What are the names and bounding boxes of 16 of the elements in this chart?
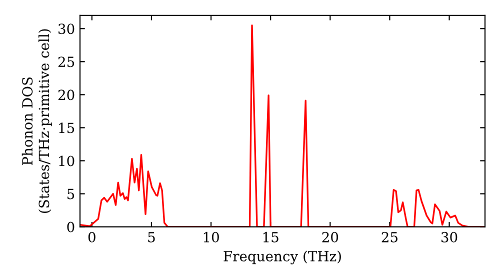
x-tick-label: 10 bbox=[204, 232, 219, 242]
x-axis-title: Frequency (THz) bbox=[224, 250, 341, 264]
y-tick-label: 30 bbox=[58, 24, 74, 34]
y-tick-label: 5 bbox=[67, 188, 74, 200]
y-tick-label: 25 bbox=[58, 56, 74, 68]
x-tick-label: 20 bbox=[322, 232, 338, 242]
x-tick-label: 15 bbox=[263, 232, 278, 242]
y-tick-label: 20 bbox=[58, 90, 74, 100]
x-tick-label: 0 bbox=[88, 232, 96, 242]
y-tick-label: 15 bbox=[59, 122, 74, 134]
y-tick-label: 10 bbox=[59, 156, 74, 166]
x-tick-label: 25 bbox=[382, 232, 398, 242]
y-tick-label: 0 bbox=[67, 222, 74, 232]
x-tick-label: 5 bbox=[148, 232, 155, 242]
y-axis-title: Phonon DOS (States/THz·primitive cell) bbox=[22, 29, 52, 213]
x-tick-label: 30 bbox=[441, 232, 458, 242]
